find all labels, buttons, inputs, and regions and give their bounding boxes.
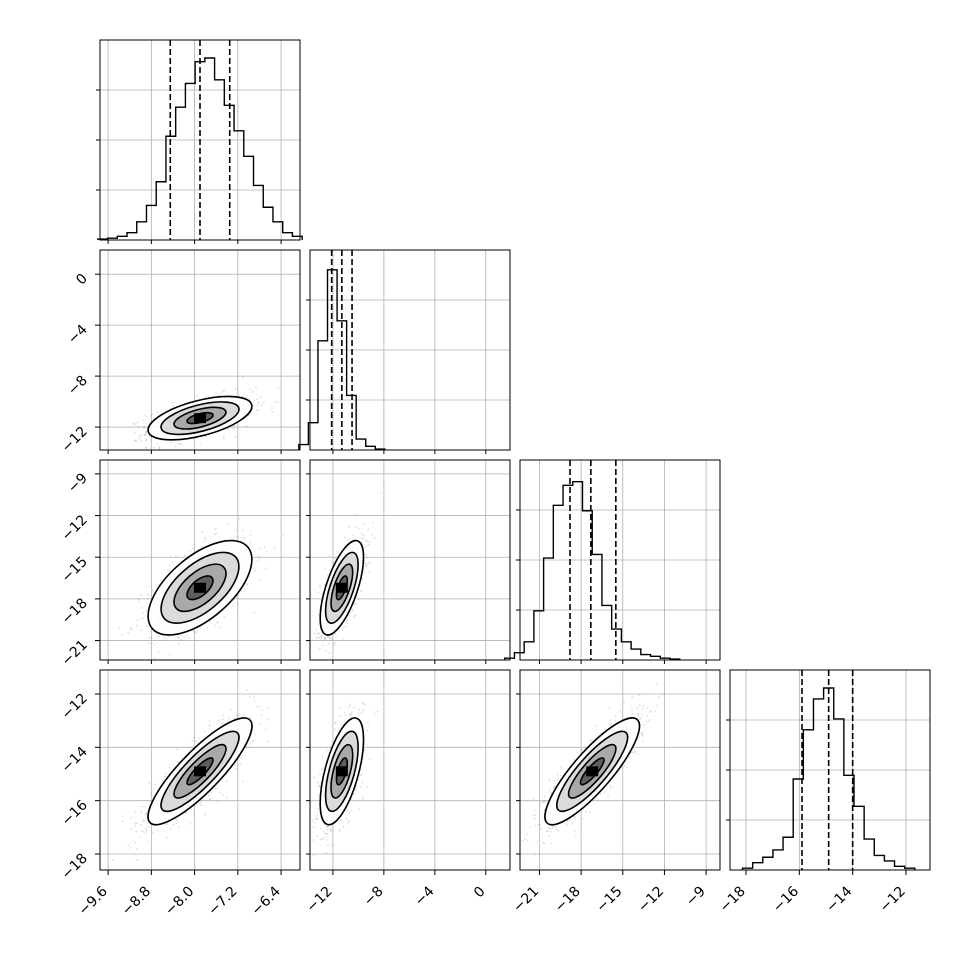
y-tick-label: −15 — [59, 554, 91, 586]
density-peak — [586, 766, 599, 777]
density-peak — [335, 582, 348, 593]
x-tick-label: −12 — [635, 884, 667, 916]
x-tick-label: −16 — [770, 883, 802, 915]
x-tick-label: −6.4 — [249, 883, 284, 918]
y-tick-label: −21 — [59, 637, 91, 669]
histogram-panel-4 — [726, 669, 931, 871]
y-tick-label: −9 — [65, 470, 91, 496]
y-tick-label: −18 — [59, 595, 91, 627]
density-peak — [335, 766, 348, 777]
scatter-panel-2-3 — [309, 459, 511, 661]
histogram-panel-3 — [504, 459, 721, 661]
x-tick-label: −18 — [717, 884, 749, 916]
y-tick-label: −18 — [59, 851, 91, 883]
x-tick-label: −9 — [683, 884, 709, 910]
y-tick-label: −12 — [59, 691, 91, 723]
y-tick-label: −12 — [59, 424, 91, 456]
scatter-panel-2-4 — [309, 669, 511, 871]
y-tick-label: −12 — [59, 512, 91, 544]
x-tick-label: −12 — [877, 884, 909, 916]
x-tick-label: −12 — [304, 884, 336, 916]
panel-frame — [309, 459, 511, 661]
y-tick-label: −4 — [65, 322, 91, 348]
density-peak — [194, 582, 206, 593]
scatter-panel-1-4 — [99, 669, 301, 871]
density-contour — [147, 395, 253, 441]
x-tick-label: −8.0 — [162, 884, 197, 919]
scatter-panel-3-4 — [519, 669, 721, 871]
histogram-panel-1 — [96, 39, 303, 241]
density-contour — [544, 717, 641, 826]
density-contour — [147, 539, 253, 636]
density-contour — [319, 539, 365, 636]
density-peak — [194, 766, 206, 777]
x-tick-label: −18 — [552, 884, 584, 916]
x-tick-label: −14 — [823, 883, 855, 915]
x-tick-label: −7.2 — [205, 884, 240, 919]
panel-frame — [99, 459, 301, 661]
density-peak — [194, 413, 206, 424]
y-tick-label: −8 — [65, 373, 91, 399]
y-tick-label: −16 — [59, 797, 91, 829]
histogram-panel-2 — [298, 249, 511, 451]
y-tick-label: −14 — [59, 744, 91, 776]
panel-frame — [99, 249, 301, 451]
x-tick-label: 0 — [471, 884, 489, 902]
scatter-panel-1-3 — [99, 459, 301, 661]
x-tick-label: −15 — [593, 884, 625, 916]
panel-frame — [519, 669, 721, 871]
density-contour — [147, 717, 253, 826]
x-tick-label: −4 — [412, 883, 438, 909]
density-contour — [319, 717, 365, 826]
panel-frame — [309, 669, 511, 871]
x-tick-label: −9.6 — [76, 883, 111, 918]
scatter-panel-1-2 — [99, 249, 301, 451]
x-tick-label: −21 — [510, 884, 542, 916]
panel-frame — [99, 669, 301, 871]
x-tick-label: −8.8 — [119, 884, 154, 919]
y-tick-label: 0 — [73, 271, 91, 289]
x-tick-label: −8 — [361, 884, 387, 910]
histogram-step-line — [504, 480, 681, 660]
